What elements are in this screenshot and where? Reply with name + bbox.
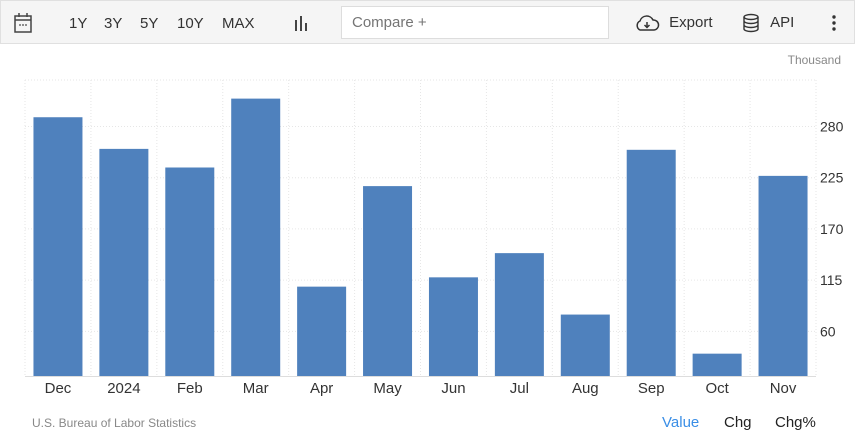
x-tick-label: Apr [310, 380, 333, 397]
range-max[interactable]: MAX [222, 15, 255, 32]
api-button[interactable]: API [742, 13, 794, 33]
x-tick-label: Nov [770, 380, 797, 397]
y-tick-label: 60 [820, 323, 836, 339]
x-tick-label: Oct [705, 380, 729, 397]
x-tick-label: Aug [572, 380, 599, 397]
unit-label: Thousand [787, 53, 841, 67]
y-tick-label: 280 [820, 119, 844, 135]
range-5y[interactable]: 5Y [140, 15, 159, 32]
bar-oct [692, 353, 742, 376]
bar-jul [494, 253, 544, 376]
range-10y[interactable]: 10Y [177, 15, 204, 32]
export-label: Export [669, 13, 713, 31]
range-3y[interactable]: 3Y [104, 15, 123, 32]
x-tick-label: 2024 [107, 380, 140, 397]
bar-nov [758, 175, 808, 376]
x-tick-label: Jul [510, 380, 529, 397]
mode-value[interactable]: Value [662, 414, 700, 431]
range-1y[interactable]: 1Y [69, 15, 88, 32]
x-tick-label: Mar [243, 380, 269, 397]
toolbar: 1Y 3Y 5Y 10Y MAX Export API [0, 0, 855, 44]
x-tick-label: Sep [638, 380, 665, 397]
bar-2024 [99, 148, 149, 376]
bar-feb [165, 167, 215, 376]
bar-apr [297, 286, 347, 376]
source-label: U.S. Bureau of Labor Statistics [32, 416, 197, 430]
y-tick-label: 115 [820, 272, 843, 288]
bar-may [363, 186, 413, 376]
x-tick-label: Dec [45, 380, 72, 397]
bar-aug [560, 314, 610, 376]
x-tick-label: May [373, 380, 402, 397]
cloud-download-icon [636, 15, 660, 31]
compare-input[interactable] [341, 6, 609, 39]
bar-chart-icon[interactable] [293, 14, 309, 36]
bar-mar [231, 98, 281, 376]
mode-chg-pct[interactable]: Chg% [775, 414, 816, 431]
bar-dec [33, 117, 83, 377]
bar-jun [428, 277, 478, 376]
bar-sep [626, 149, 676, 376]
export-button[interactable]: Export [634, 13, 713, 33]
x-tick-label: Feb [177, 380, 203, 397]
y-tick-label: 170 [820, 221, 844, 237]
database-icon [743, 13, 759, 33]
more-options-icon[interactable] [831, 14, 837, 36]
y-tick-label: 225 [820, 170, 844, 186]
calendar-icon[interactable] [13, 12, 33, 38]
api-label: API [770, 13, 795, 31]
x-tick-label: Jun [441, 380, 465, 397]
mode-chg[interactable]: Chg [724, 414, 752, 431]
